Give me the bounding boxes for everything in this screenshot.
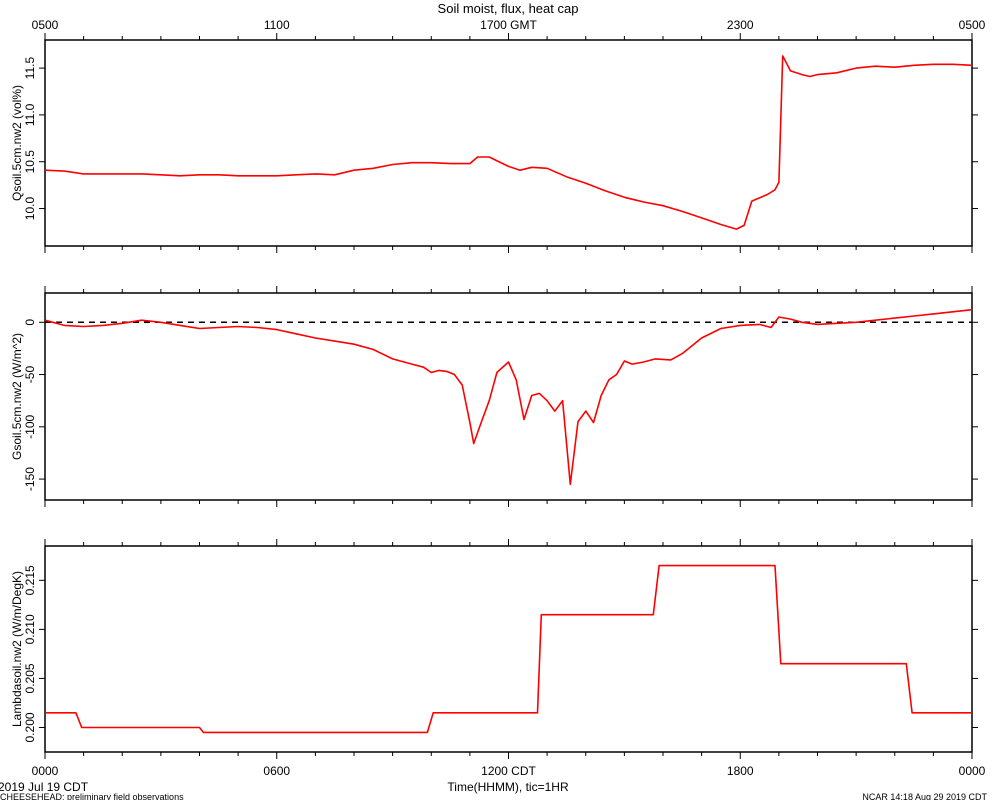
y-tick-label: -150 xyxy=(23,467,37,491)
series-line xyxy=(44,308,973,486)
series-line xyxy=(44,55,973,230)
y-tick-label: 0.205 xyxy=(23,663,37,693)
panel-2: 0 -50 -100 -150 Gsoil.5cm.nw2 (W/m^2) xyxy=(10,286,978,507)
top-tick-label: 2300 xyxy=(727,18,754,32)
footer-right-note: NCAR 14:18 Aug 29 2019 CDT xyxy=(862,792,987,800)
x-axis-label: Time(HHMM), tic=1HR xyxy=(447,780,569,794)
panel-1: 10.0 10.5 11.0 11.5 Qsoil.5cm.nw2 (vol%) xyxy=(10,33,978,253)
y-tick-label: 11.0 xyxy=(23,103,37,126)
footer-left-note: CHEESEHEAD: preliminary field observatio… xyxy=(0,792,184,800)
y-tick-label: 10.0 xyxy=(23,197,37,221)
top-tick-label: 0500 xyxy=(32,18,59,32)
plot-panels: 10.0 10.5 11.0 11.5 Qsoil.5cm.nw2 (vol%) 0 -50… xyxy=(10,33,978,759)
y-axis-label: Gsoil.5cm.nw2 (W/m^2) xyxy=(10,333,24,460)
y-tick-label: 0.200 xyxy=(23,712,37,742)
y-tick-label: 10.5 xyxy=(23,150,37,174)
panel-frame xyxy=(44,39,973,247)
y-tick-label: -100 xyxy=(23,414,37,438)
chart-title: Soil moist, flux, heat cap xyxy=(438,1,579,16)
y-tick-label: 11.5 xyxy=(23,57,37,80)
bottom-tick-label: 0000 xyxy=(32,764,59,778)
y-tick-label: 0.210 xyxy=(23,614,37,644)
bottom-axis-tick-labels: 0000 0600 1200 CDT 1800 0000 xyxy=(32,764,986,778)
y-tick-label: 0.215 xyxy=(23,565,37,595)
top-axis-tick-labels: 0500 1100 1700 GMT 2300 0500 xyxy=(32,18,986,32)
y-tick-label: -50 xyxy=(23,366,37,384)
bottom-tick-label: 0600 xyxy=(263,764,290,778)
bottom-tick-label: 1200 CDT xyxy=(481,764,536,778)
top-tick-label: 1700 GMT xyxy=(480,18,537,32)
top-tick-label: 1100 xyxy=(264,18,290,32)
y-axis-label: Qsoil.5cm.nw2 (vol%) xyxy=(10,85,24,201)
series-line xyxy=(45,564,972,734)
bottom-tick-label: 1800 xyxy=(727,764,754,778)
y-tick-label: 0 xyxy=(23,319,37,326)
y-axis-label: Lambdasoil.nw2 (W/m/DegK) xyxy=(10,571,24,727)
date-label: 2019 Jul 19 CDT xyxy=(0,780,89,794)
panel-frame xyxy=(44,545,973,753)
bottom-tick-label: 0000 xyxy=(959,764,986,778)
top-tick-label: 0500 xyxy=(959,18,986,32)
